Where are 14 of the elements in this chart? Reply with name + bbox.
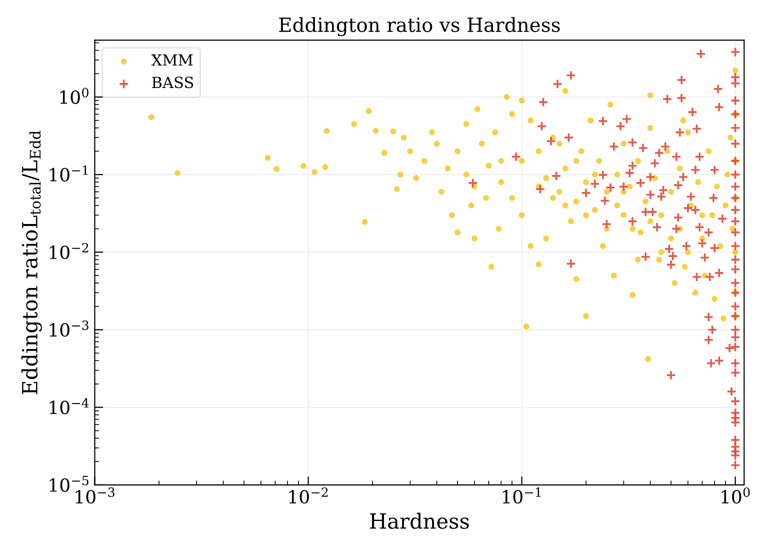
y-axis-title: Eddington ratioL$_{total}$/L$_{Edd}$ [21, 130, 42, 394]
x-tick-label: 10$^{0}$ [722, 487, 750, 504]
x-tick-label: 10$^{−1}$ [502, 487, 541, 504]
y-tick-label: 10$^{0}$ [60, 88, 88, 104]
x-tick-label: 10$^{−2}$ [289, 487, 328, 504]
y-tick-label: 10$^{−3}$ [50, 320, 88, 337]
y-tick-label: 10$^{−1}$ [50, 165, 88, 182]
legend-label: XMM [151, 54, 193, 66]
legend-label: BASS [152, 76, 194, 88]
y-tick-label: 10$^{−2}$ [50, 242, 88, 260]
x-tick-label: 10$^{−3}$ [76, 487, 114, 504]
chart-title: Eddington ratio vs Hardness [279, 17, 560, 36]
y-tick-label: 10$^{−4}$ [50, 398, 89, 414]
x-axis-title: Hardness [370, 512, 469, 529]
